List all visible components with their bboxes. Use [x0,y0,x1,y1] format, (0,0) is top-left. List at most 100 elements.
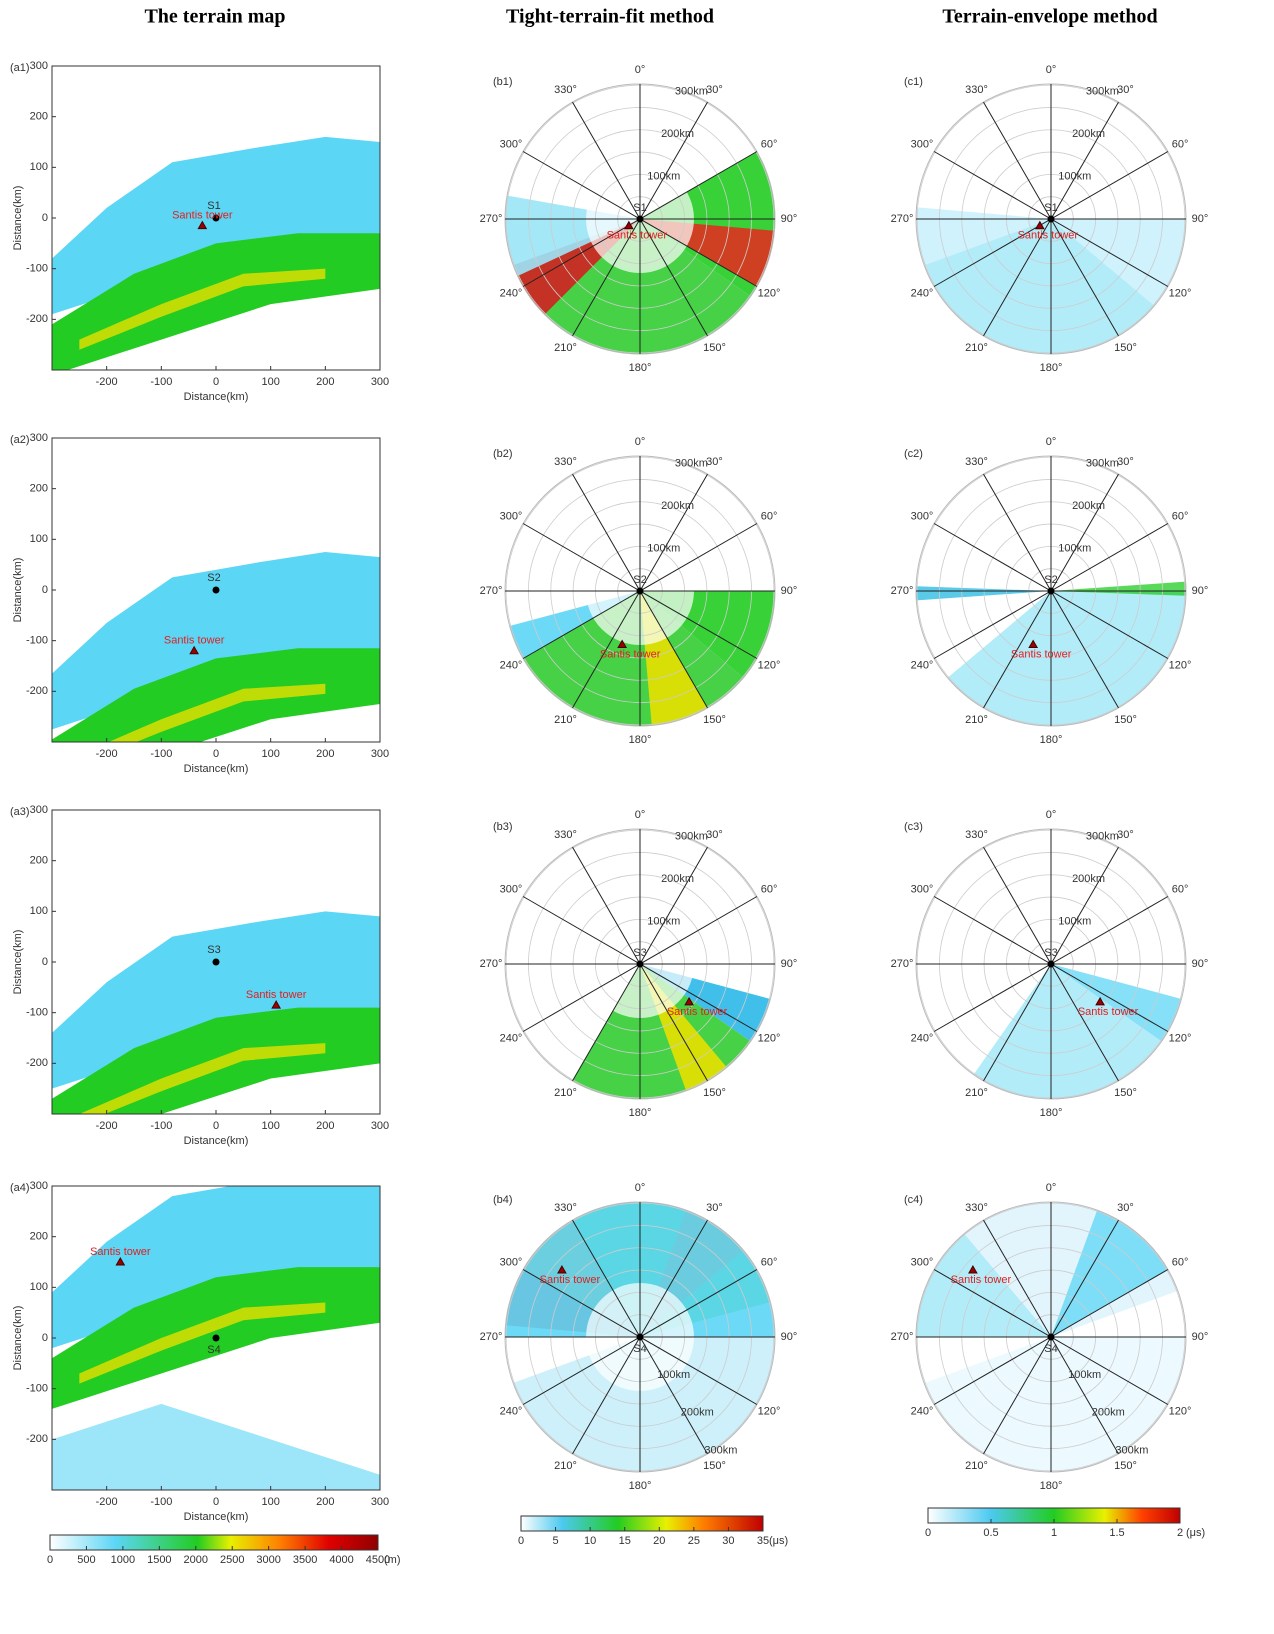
colorbar [521,1516,763,1531]
terrain [52,1171,380,1490]
x-axis-label: Distance(km) [184,391,249,403]
colorbar-tick-label: 4000 [329,1554,353,1566]
angle-label: 300° [500,1256,523,1268]
station-label: S3 [207,944,220,956]
colorbar-unit: (μs) [769,1535,788,1547]
x-tick-label: 0 [213,1120,219,1132]
panel-label: (a4) [10,1182,30,1194]
angle-label: 90° [1192,585,1209,597]
angle-label: 0° [1046,1182,1057,1194]
angle-label: 240° [500,659,523,671]
angle-label: 210° [965,1087,988,1099]
x-tick-label: 100 [261,1496,279,1508]
angle-label: 0° [635,1182,646,1194]
range-label: 300km [704,1444,737,1456]
station-label: S1 [633,202,646,214]
x-tick-label: 300 [371,1120,389,1132]
tower-label: Santis tower [600,648,661,660]
range-label: 300km [1086,86,1119,98]
angle-label: 60° [761,1256,778,1268]
y-tick-label: 200 [30,483,48,495]
angle-label: 120° [758,287,781,299]
angle-label: 300° [911,510,934,522]
angle-label: 150° [1114,1087,1137,1099]
angle-label: 60° [761,883,778,895]
y-tick-label: 0 [42,584,48,596]
station-label: S3 [1044,947,1057,959]
panel-label: (a2) [10,434,30,446]
y-tick-label: -100 [26,1383,48,1395]
station [1048,588,1055,595]
tower-label: Santis tower [667,1006,728,1018]
panel-label: (c2) [904,448,923,460]
angle-label: 180° [1040,734,1063,746]
y-axis-label: Distance(km) [12,930,24,995]
angle-label: 210° [965,342,988,354]
x-tick-label: 200 [316,376,334,388]
angle-label: 0° [635,64,646,76]
angle-label: 330° [554,84,577,96]
y-tick-label: 100 [30,905,48,917]
angle-label: 150° [703,1087,726,1099]
range-label: 200km [661,128,694,140]
angle-label: 180° [1040,1480,1063,1492]
angle-label: 210° [554,714,577,726]
x-axis-label: Distance(km) [184,1135,249,1147]
panel-label: (b1) [493,76,513,88]
range-label: 300km [675,458,708,470]
range-label: 100km [1058,915,1091,927]
angle-label: 270° [891,585,914,597]
y-tick-label: 300 [30,432,48,444]
colorbar-unit: (μs) [1186,1527,1205,1539]
colorbar-tick-label: 2000 [184,1554,208,1566]
station-label: S4 [1044,1343,1057,1355]
tower-label: Santis tower [1011,648,1072,660]
angle-label: 330° [965,456,988,468]
colorbar [50,1535,378,1550]
colorbar-tick-label: 3500 [293,1554,317,1566]
angle-label: 330° [965,829,988,841]
angle-label: 150° [703,342,726,354]
colorbar-tick-label: 15 [619,1535,631,1547]
angle-label: 30° [706,1202,723,1214]
range-label: 300km [1086,458,1119,470]
range-label: 100km [657,1369,690,1381]
angle-label: 270° [891,213,914,225]
angle-label: 240° [500,1032,523,1044]
range-label: 200km [1092,1407,1125,1419]
angle-label: 270° [891,958,914,970]
x-tick-label: 300 [371,376,389,388]
panel-label: (c4) [904,1194,923,1206]
colorbar-tick-label: 1 [1051,1527,1057,1539]
angle-label: 60° [761,510,778,522]
angle-label: 120° [758,659,781,671]
x-tick-label: 100 [261,1120,279,1132]
range-label: 200km [661,500,694,512]
angle-label: 300° [500,510,523,522]
x-tick-label: 0 [213,376,219,388]
colorbar-tick-label: 0 [47,1554,53,1566]
angle-label: 180° [629,1107,652,1119]
tower-label: Santis tower [1018,230,1079,242]
x-tick-label: -200 [96,748,118,760]
range-label: 300km [1115,1444,1148,1456]
colorbar-tick-label: 25 [688,1535,700,1547]
x-tick-label: 200 [316,1496,334,1508]
terrain [52,810,380,1149]
panel-label: (b2) [493,448,513,460]
x-tick-label: 200 [316,1120,334,1132]
angle-label: 120° [1169,659,1192,671]
angle-label: 240° [911,1032,934,1044]
station-label: S2 [633,574,646,586]
colorbar-tick-label: 0 [925,1527,931,1539]
angle-label: 90° [1192,1331,1209,1343]
angle-label: 210° [965,714,988,726]
angle-label: 180° [1040,1107,1063,1119]
range-label: 100km [647,915,680,927]
y-tick-label: 200 [30,1231,48,1243]
tower-label: Santis tower [246,989,307,1001]
angle-label: 300° [500,883,523,895]
colorbar-tick-label: 20 [653,1535,665,1547]
angle-label: 300° [911,1256,934,1268]
figure: The terrain map Tight-terrain-fit method… [0,0,1274,1629]
